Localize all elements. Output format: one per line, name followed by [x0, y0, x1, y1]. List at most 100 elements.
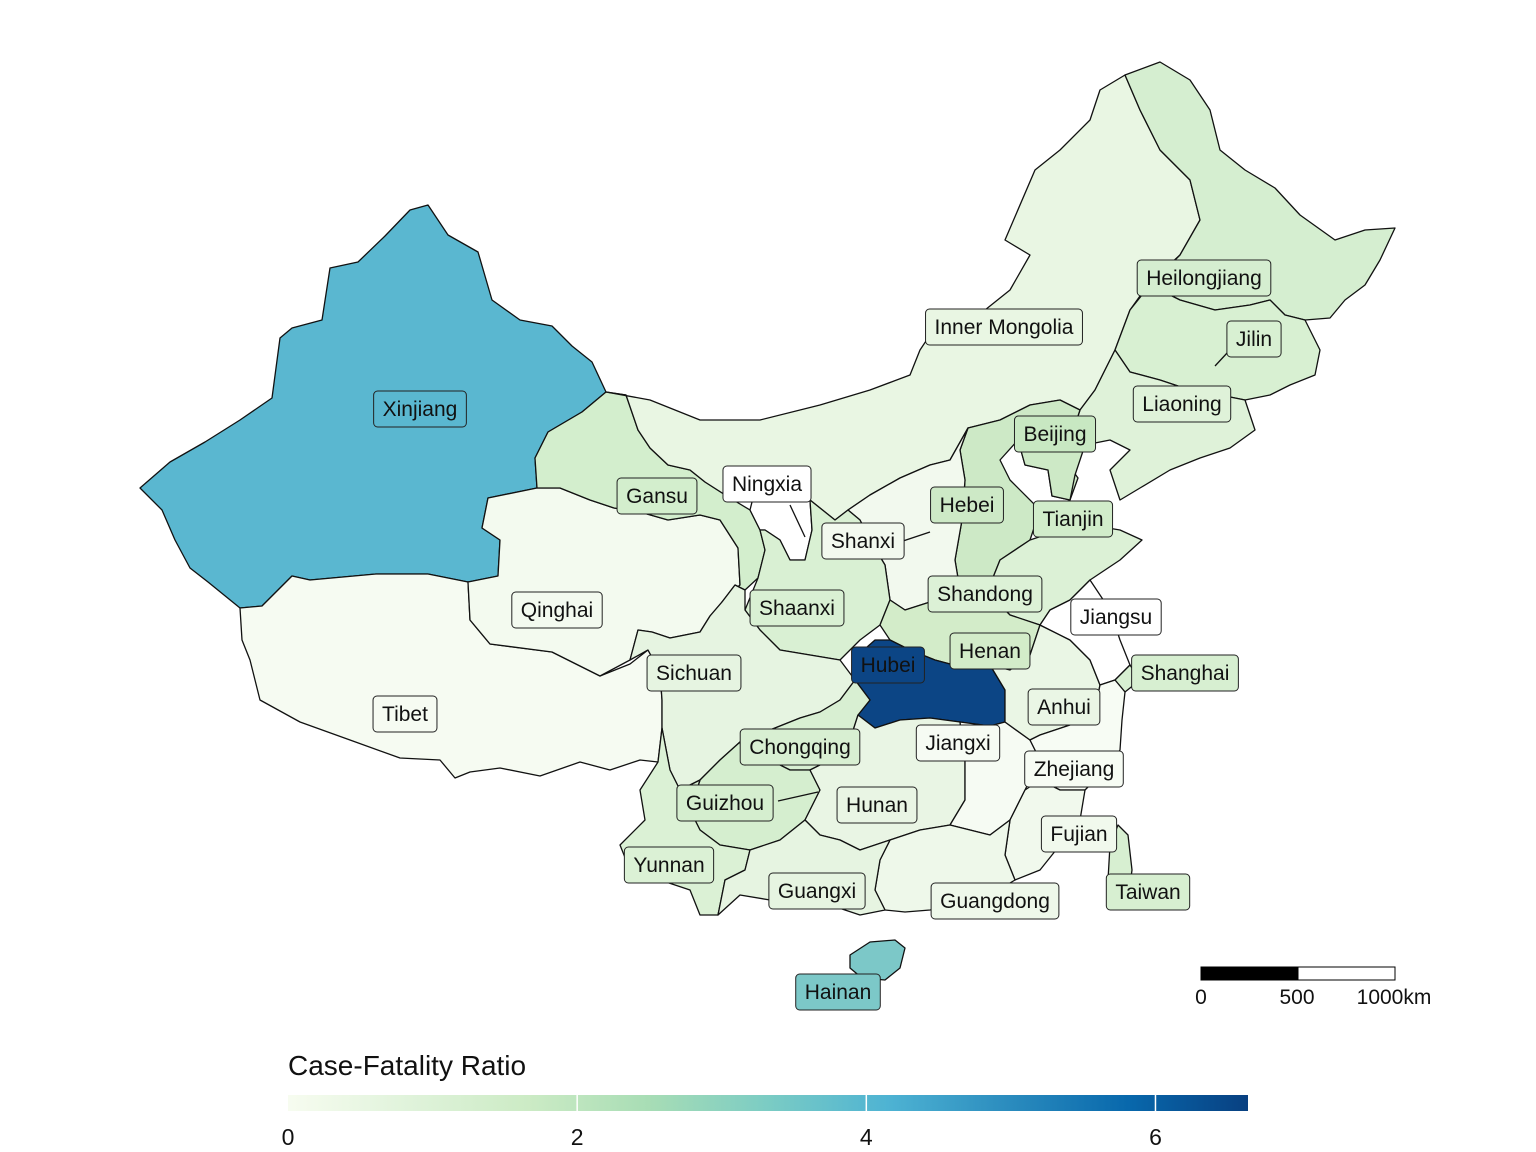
scale-label-1000km: 1000km: [1356, 986, 1432, 1009]
label-tianjin: Tianjin: [1032, 500, 1114, 538]
legend-tick-label: 4: [859, 1124, 873, 1150]
label-box-jiangsu: [1070, 598, 1162, 636]
label-text-hebei: Hebei: [940, 494, 995, 517]
label-text-heilongjiang: Heilongjiang: [1146, 267, 1262, 290]
label-text-ningxia: Ningxia: [732, 473, 802, 496]
label-ningxia: Ningxia: [722, 465, 812, 503]
label-text-xinjiang: Xinjiang: [383, 398, 458, 421]
label-text-guizhou: Guizhou: [686, 792, 764, 815]
label-box-shanghai: [1131, 654, 1239, 692]
label-box-hubei: [851, 646, 925, 684]
label-text-shanxi: Shanxi: [831, 530, 895, 553]
scale-label-500: 500: [1279, 986, 1315, 1009]
label-text-henan: Henan: [959, 640, 1021, 663]
label-text-hunan: Hunan: [846, 794, 908, 817]
label-box-inner-mongolia: [925, 308, 1083, 346]
label-guangdong: Guangdong: [930, 882, 1060, 920]
label-hunan: Hunan: [836, 786, 918, 824]
label-guizhou: Guizhou: [676, 784, 774, 822]
label-box-jiangxi: [915, 724, 1001, 762]
legend-tick-label: 2: [570, 1124, 584, 1150]
label-box-henan: [949, 632, 1031, 670]
label-guangxi: Guangxi: [768, 872, 866, 910]
label-box-chongqing: [739, 728, 861, 766]
label-box-guizhou: [676, 784, 774, 822]
label-text-gansu: Gansu: [626, 485, 688, 508]
label-text-zhejiang: Zhejiang: [1034, 758, 1115, 781]
label-text-shanghai: Shanghai: [1141, 662, 1230, 685]
label-shanxi: Shanxi: [821, 522, 905, 560]
label-taiwan: Taiwan: [1105, 873, 1191, 911]
label-box-hebei: [930, 486, 1004, 524]
label-text-qinghai: Qinghai: [521, 599, 593, 622]
label-text-hubei: Hubei: [861, 654, 916, 677]
label-text-tibet: Tibet: [382, 703, 428, 726]
label-box-shanxi: [821, 522, 905, 560]
label-henan: Henan: [949, 632, 1031, 670]
label-text-beijing: Beijing: [1023, 423, 1086, 446]
label-yunnan: Yunnan: [623, 846, 715, 884]
label-text-jiangsu: Jiangsu: [1080, 606, 1152, 629]
label-box-jilin: [1226, 320, 1282, 358]
label-text-guangxi: Guangxi: [778, 880, 856, 903]
label-text-guangdong: Guangdong: [940, 890, 1050, 913]
label-hainan: Hainan: [795, 973, 881, 1011]
region-inner-mongolia[interactable]: [605, 74, 1201, 521]
label-box-ningxia: [722, 465, 812, 503]
label-box-shaanxi: [749, 589, 845, 627]
label-zhejiang: Zhejiang: [1024, 750, 1124, 788]
label-box-sichuan: [646, 654, 742, 692]
label-hubei: Hubei: [851, 646, 925, 684]
label-text-yunnan: Yunnan: [633, 854, 704, 877]
label-gansu: Gansu: [616, 477, 698, 515]
label-xinjiang: Xinjiang: [373, 390, 467, 428]
label-box-hainan: [795, 973, 881, 1011]
label-box-xinjiang: [373, 390, 467, 428]
label-box-yunnan: [623, 846, 715, 884]
label-text-sichuan: Sichuan: [656, 662, 732, 685]
label-text-jilin: Jilin: [1236, 328, 1272, 351]
label-sichuan: Sichuan: [646, 654, 742, 692]
label-box-tianjin: [1032, 500, 1114, 538]
label-chongqing: Chongqing: [739, 728, 861, 766]
label-hebei: Hebei: [930, 486, 1004, 524]
label-text-shandong: Shandong: [937, 583, 1033, 606]
label-text-fujian: Fujian: [1050, 823, 1107, 846]
label-shaanxi: Shaanxi: [749, 589, 845, 627]
label-text-chongqing: Chongqing: [749, 736, 851, 759]
label-tibet: Tibet: [372, 695, 438, 733]
label-fujian: Fujian: [1040, 815, 1118, 853]
legend-tick-label: 6: [1149, 1124, 1162, 1150]
label-box-guangxi: [768, 872, 866, 910]
scale-bar: [1200, 966, 1396, 981]
label-beijing: Beijing: [1013, 415, 1097, 453]
region-hainan[interactable]: [849, 939, 906, 981]
label-box-taiwan: [1105, 873, 1191, 911]
label-text-shaanxi: Shaanxi: [759, 597, 835, 620]
label-shanghai: Shanghai: [1131, 654, 1239, 692]
label-text-jiangxi: Jiangxi: [925, 732, 990, 755]
label-text-tianjin: Tianjin: [1042, 508, 1103, 531]
legend-tick-label: 0: [281, 1124, 295, 1150]
label-box-guangdong: [930, 882, 1060, 920]
label-jiangxi: Jiangxi: [915, 724, 1001, 762]
label-text-anhui: Anhui: [1037, 696, 1091, 719]
label-box-liaoning: [1132, 385, 1232, 423]
label-text-liaoning: Liaoning: [1142, 393, 1221, 416]
label-jilin: Jilin: [1226, 320, 1282, 358]
colorbar: [288, 1095, 1248, 1111]
label-box-gansu: [616, 477, 698, 515]
label-box-heilongjiang: [1136, 259, 1272, 297]
scale-label-0: 0: [1195, 986, 1207, 1009]
label-qinghai: Qinghai: [511, 591, 603, 629]
region-heilongjiang[interactable]: [1124, 61, 1396, 321]
label-shandong: Shandong: [927, 575, 1043, 613]
legend-title: Case-Fatality Ratio: [288, 1050, 527, 1081]
label-box-beijing: [1013, 415, 1097, 453]
label-box-tibet: [372, 695, 438, 733]
label-liaoning: Liaoning: [1132, 385, 1232, 423]
label-box-anhui: [1027, 688, 1101, 726]
label-box-hunan: [836, 786, 918, 824]
label-box-zhejiang: [1024, 750, 1124, 788]
